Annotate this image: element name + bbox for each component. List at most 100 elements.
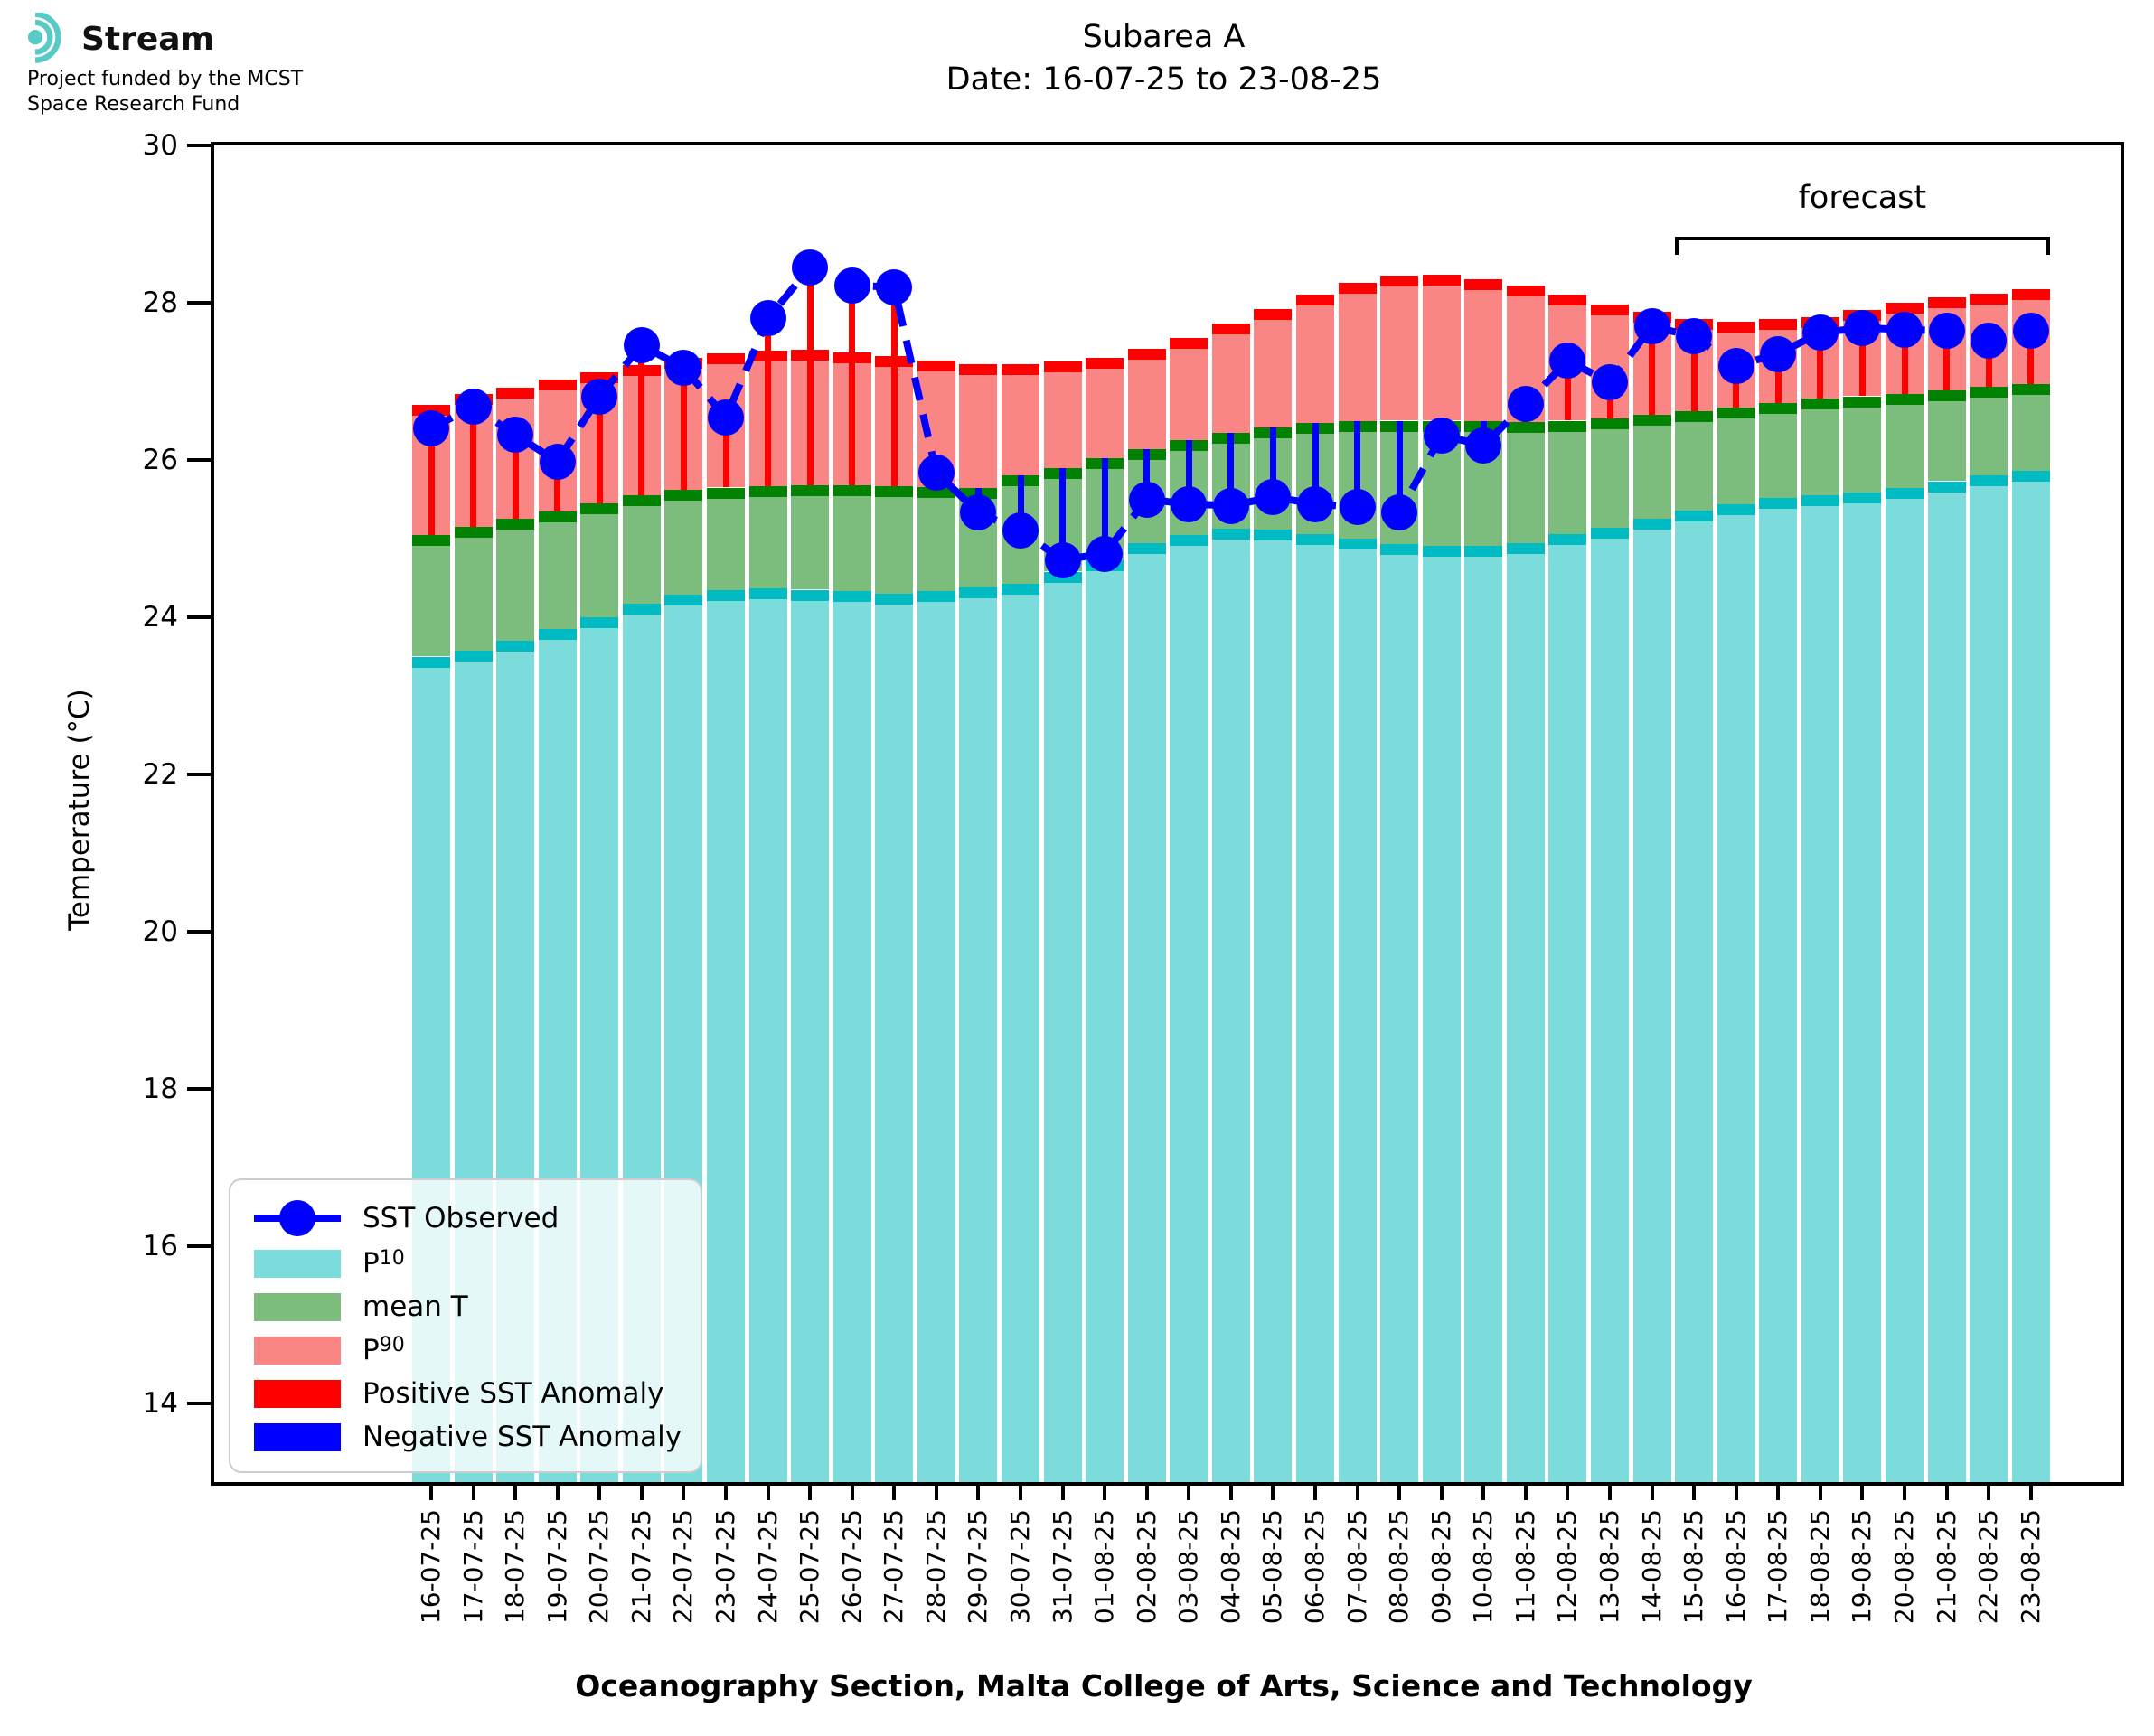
legend-swatch-3 <box>254 1336 341 1365</box>
legend-item-3: P 90 <box>230 1328 701 1372</box>
x-tick-01-08-25 <box>1103 1482 1107 1500</box>
x-tick-07-08-25 <box>1355 1482 1359 1500</box>
positive-anomaly-stem-17-08-25 <box>1774 353 1782 404</box>
p10-bar-17-08-25 <box>1759 497 1798 1482</box>
p10-bar-26-07-25-cap <box>832 591 871 603</box>
sst-observed-dot-22-07-25 <box>665 350 702 387</box>
positive-anomaly-stem-27-07-25 <box>890 286 898 486</box>
x-tick-label-09-08-25: 09-08-25 <box>1425 1509 1456 1625</box>
forecast-bracket-left-tick <box>1675 240 1679 255</box>
mean-bar-16-08-25-cap <box>1717 407 1755 418</box>
p90-bar-19-07-25-cap <box>538 380 577 391</box>
p90-bar-28-07-25-cap <box>917 360 955 371</box>
p90-bar-04-08-25 <box>1211 323 1250 434</box>
negative-anomaly-stem-03-08-25 <box>1185 440 1192 504</box>
chart-title: Subarea A Date: 16-07-25 to 23-08-25 <box>211 16 2117 102</box>
x-tick-22-07-25 <box>682 1482 686 1500</box>
p90-bar-31-07-25 <box>1043 361 1082 468</box>
mean-bar-25-07-25-cap <box>791 484 830 496</box>
positive-anomaly-stem-22-08-25 <box>1985 340 1992 388</box>
mean-bar-22-07-25 <box>664 490 703 595</box>
p10-bar-29-07-25 <box>959 586 998 1482</box>
p90-bar-01-08-25 <box>1086 357 1124 459</box>
mean-bar-21-08-25 <box>1927 390 1966 482</box>
x-tick-16-08-25 <box>1734 1482 1738 1500</box>
sst-observed-dot-05-08-25 <box>1255 478 1292 515</box>
positive-anomaly-stem-16-08-25 <box>1733 365 1740 408</box>
p90-bar-06-08-25-cap <box>1296 295 1334 306</box>
p10-bar-30-07-25 <box>1002 583 1039 1482</box>
sst-observed-dot-25-07-25 <box>792 249 829 286</box>
x-tick-label-19-08-25: 19-08-25 <box>1847 1509 1877 1625</box>
sst-observed-dot-22-08-25 <box>1971 322 2008 359</box>
mean-bar-20-08-25-cap <box>1886 393 1924 405</box>
sst-observed-dot-12-08-25 <box>1549 343 1586 380</box>
y-tick-30 <box>187 144 211 147</box>
p10-bar-16-08-25 <box>1717 503 1755 1482</box>
negative-anomaly-stem-05-08-25 <box>1269 427 1276 497</box>
y-tick-18 <box>187 1087 211 1091</box>
y-tick-26 <box>187 458 211 462</box>
x-tick-label-11-08-25: 11-08-25 <box>1510 1509 1540 1625</box>
p90-bar-30-07-25-cap <box>1002 363 1039 375</box>
y-tick-label-28: 28 <box>142 286 178 319</box>
x-tick-label-22-08-25: 22-08-25 <box>1973 1509 2004 1625</box>
p10-bar-13-08-25-cap <box>1591 527 1629 539</box>
sst-observed-dot-16-07-25 <box>413 410 449 447</box>
x-tick-09-08-25 <box>1439 1482 1444 1500</box>
p10-bar-03-08-25 <box>1170 534 1209 1482</box>
mean-bar-19-07-25 <box>538 511 577 629</box>
p90-bar-03-08-25 <box>1170 338 1209 441</box>
negative-anomaly-stem-06-08-25 <box>1312 423 1319 504</box>
sst-observed-dot-20-07-25 <box>581 378 618 415</box>
p10-bar-05-08-25 <box>1254 530 1293 1482</box>
sst-observed-dot-21-08-25 <box>1928 313 1965 350</box>
funding-line-2: Space Research Fund <box>27 92 240 116</box>
p90-bar-22-08-25-cap <box>1970 293 2008 305</box>
sst-observed-dot-23-08-25 <box>2012 313 2049 350</box>
p90-bar-21-08-25-cap <box>1927 296 1966 308</box>
legend-label-2: mean T <box>362 1290 468 1323</box>
mean-bar-20-07-25 <box>580 502 619 617</box>
sst-observed-dot-08-08-25 <box>1381 494 1418 531</box>
x-tick-label-15-08-25: 15-08-25 <box>1679 1509 1709 1625</box>
mean-bar-21-08-25-cap <box>1927 390 1966 402</box>
legend-label-1: P 10 <box>362 1247 405 1280</box>
legend-item-2: mean T <box>230 1285 701 1328</box>
p90-bar-17-08-25-cap <box>1759 319 1798 331</box>
p10-bar-06-08-25 <box>1296 533 1334 1482</box>
legend-item-5: Negative SST Anomaly <box>230 1415 701 1459</box>
positive-anomaly-stem-18-07-25 <box>512 435 519 520</box>
mean-bar-22-08-25 <box>1970 387 2008 476</box>
p90-bar-13-08-25-cap <box>1591 304 1629 315</box>
mean-bar-23-08-25-cap <box>2011 383 2050 395</box>
sst-observed-dot-18-07-25 <box>497 417 534 454</box>
funding-line-1: Project funded by the MCST <box>27 68 304 90</box>
mean-bar-21-07-25-cap <box>622 495 661 507</box>
sst-observed-dot-15-08-25 <box>1676 318 1713 355</box>
p10-bar-06-08-25-cap <box>1296 533 1334 545</box>
p10-bar-22-08-25 <box>1970 475 2008 1482</box>
p90-bar-29-07-25-cap <box>959 363 998 375</box>
sst-observed-dot-04-08-25 <box>1212 487 1249 524</box>
p10-bar-31-07-25 <box>1043 571 1082 1482</box>
forecast-bracket-right-tick <box>2046 240 2050 255</box>
x-tick-19-07-25 <box>555 1482 560 1500</box>
forecast-label: forecast <box>1798 180 1927 216</box>
sst-observed-dot-19-07-25 <box>539 443 576 480</box>
mean-bar-11-08-25-cap <box>1506 422 1545 434</box>
p10-bar-21-08-25-cap <box>1927 481 1966 493</box>
positive-anomaly-stem-23-08-25 <box>2027 331 2035 384</box>
sst-observed-dot-02-08-25 <box>1128 481 1165 518</box>
y-tick-label-18: 18 <box>142 1073 178 1105</box>
x-tick-05-08-25 <box>1271 1482 1275 1500</box>
x-tick-20-08-25 <box>1903 1482 1906 1500</box>
x-tick-label-17-07-25: 17-07-25 <box>457 1509 488 1625</box>
x-tick-label-19-07-25: 19-07-25 <box>541 1509 572 1625</box>
x-tick-24-07-25 <box>766 1482 770 1500</box>
x-tick-label-21-07-25: 21-07-25 <box>626 1509 656 1625</box>
p10-bar-23-08-25-cap <box>2011 471 2050 483</box>
p10-bar-21-07-25-cap <box>622 604 661 615</box>
sst-observed-dot-27-07-25 <box>876 268 913 305</box>
